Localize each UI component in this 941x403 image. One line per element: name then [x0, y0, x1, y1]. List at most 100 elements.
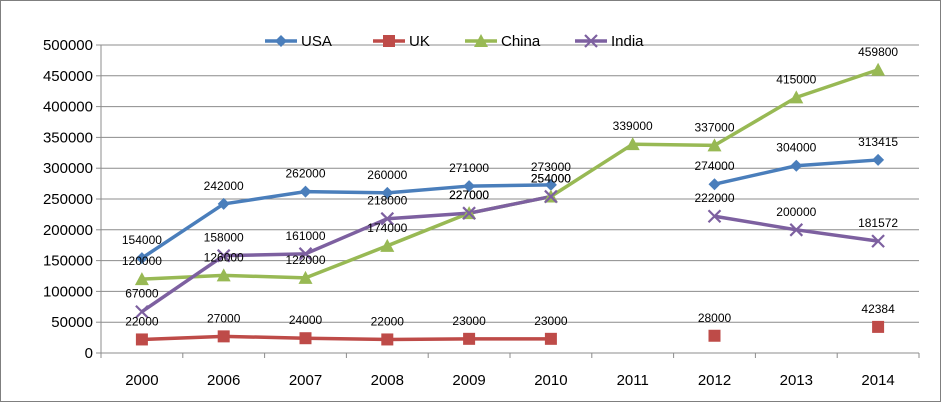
data-label-usa: 304000	[776, 141, 816, 155]
marker-india	[216, 248, 231, 263]
legend-item-uk: UK	[373, 33, 430, 50]
series-line-india	[140, 194, 552, 314]
data-label-india: 161000	[285, 229, 325, 243]
data-label-china: 254000	[531, 172, 571, 186]
x-tick-label: 2012	[698, 372, 731, 389]
data-label-india: 222000	[694, 191, 734, 205]
data-label-india: 181572	[858, 216, 898, 230]
data-label-india: 67000	[125, 287, 159, 301]
marker-india	[462, 206, 476, 220]
marker-uk	[872, 320, 885, 333]
marker-uk	[381, 333, 394, 346]
marker-india-stroke	[871, 234, 885, 248]
y-tick-label: 100000	[43, 283, 93, 300]
data-label-india: 254000	[531, 172, 571, 186]
x-axis-tick-labels: 2000 2006 2007 2008 2009 2010 2011 2012 2013 2014	[125, 372, 895, 389]
x-tick-label: 2008	[371, 372, 404, 389]
series-line-uk	[141, 334, 551, 342]
x-tick-label: 2006	[207, 372, 240, 389]
marker-usa	[463, 180, 476, 193]
marker-india	[789, 223, 804, 237]
marker-usa	[299, 185, 312, 198]
x-tick-label: 2013	[780, 372, 813, 389]
data-label-china: 459800	[858, 45, 898, 59]
marker-uk	[135, 333, 148, 346]
legend-marker	[584, 34, 598, 48]
marker-uk	[708, 329, 721, 342]
data-label-china: 339000	[613, 119, 653, 133]
data-label-uk: 22000	[371, 314, 405, 328]
legend-marker	[474, 34, 488, 47]
data-label-india: 200000	[776, 205, 816, 219]
data-label-usa: 262000	[285, 167, 325, 181]
legend-label: USA	[301, 33, 332, 50]
legend-marker-stroke	[584, 34, 598, 48]
legend-item-usa: USA	[265, 33, 332, 50]
marker-india	[544, 189, 558, 204]
axes	[96, 44, 920, 358]
data-label-china: 174000	[367, 221, 407, 235]
series-line-usa	[140, 183, 551, 260]
legend-label: India	[611, 33, 644, 50]
x-tick-label: 2000	[125, 372, 158, 389]
series-markers	[134, 62, 886, 346]
marker-usa	[872, 153, 885, 166]
data-label-china: 120000	[122, 254, 162, 268]
marker-india-stroke	[462, 206, 476, 220]
y-tick-label: 0	[85, 345, 93, 362]
data-label-india: 227000	[449, 188, 489, 202]
legend: USA UK China India	[265, 33, 644, 50]
marker-usa	[790, 159, 803, 172]
marker-india-stroke	[135, 304, 149, 319]
y-tick-label: 450000	[43, 68, 93, 85]
marker-uk	[463, 332, 476, 345]
x-tick-label: 2010	[534, 372, 567, 389]
data-label-china: 126000	[204, 250, 244, 264]
marker-india	[380, 211, 395, 226]
marker-china	[707, 138, 722, 152]
marker-usa	[217, 197, 230, 210]
marker-china	[298, 270, 313, 284]
marker-india-stroke	[789, 223, 804, 237]
y-tick-label: 200000	[43, 222, 93, 239]
marker-india-stroke	[544, 189, 558, 204]
data-label-usa: 274000	[694, 159, 734, 173]
data-label-usa: 260000	[367, 168, 407, 182]
x-tick-label: 2011	[617, 372, 649, 389]
legend-item-china: China	[465, 33, 541, 50]
data-label-usa: 313415	[858, 135, 898, 149]
data-label-uk: 42384	[861, 302, 895, 316]
data-label-usa: 154000	[122, 233, 162, 247]
legend-marker	[275, 35, 287, 47]
marker-uk	[217, 330, 230, 343]
y-tick-label: 300000	[43, 160, 93, 177]
gridlines	[101, 44, 919, 323]
marker-india	[135, 304, 149, 319]
data-label-india: 218000	[367, 194, 407, 208]
marker-india-stroke	[380, 211, 395, 226]
marker-india	[707, 209, 722, 224]
y-tick-label: 500000	[43, 37, 93, 54]
y-tick-label: 400000	[43, 99, 93, 116]
legend-label: UK	[409, 33, 430, 50]
marker-india-stroke	[298, 247, 313, 261]
legend-marker	[383, 35, 395, 47]
data-label-india: 158000	[204, 231, 244, 245]
marker-usa	[381, 186, 394, 199]
data-label-uk: 24000	[289, 313, 323, 327]
series-line-china	[141, 68, 879, 281]
marker-china	[216, 268, 231, 282]
legend-item-india: India	[575, 33, 644, 50]
marker-china	[625, 137, 640, 151]
marker-india-stroke	[216, 248, 231, 263]
marker-india	[298, 247, 313, 261]
marker-china	[789, 90, 804, 104]
data-label-china: 227000	[449, 188, 489, 202]
marker-usa	[708, 178, 721, 191]
y-tick-label: 150000	[43, 253, 93, 270]
data-label-uk: 23000	[534, 314, 568, 328]
marker-uk	[544, 332, 557, 345]
y-tick-label: 250000	[43, 191, 93, 208]
series-lines	[140, 68, 879, 342]
